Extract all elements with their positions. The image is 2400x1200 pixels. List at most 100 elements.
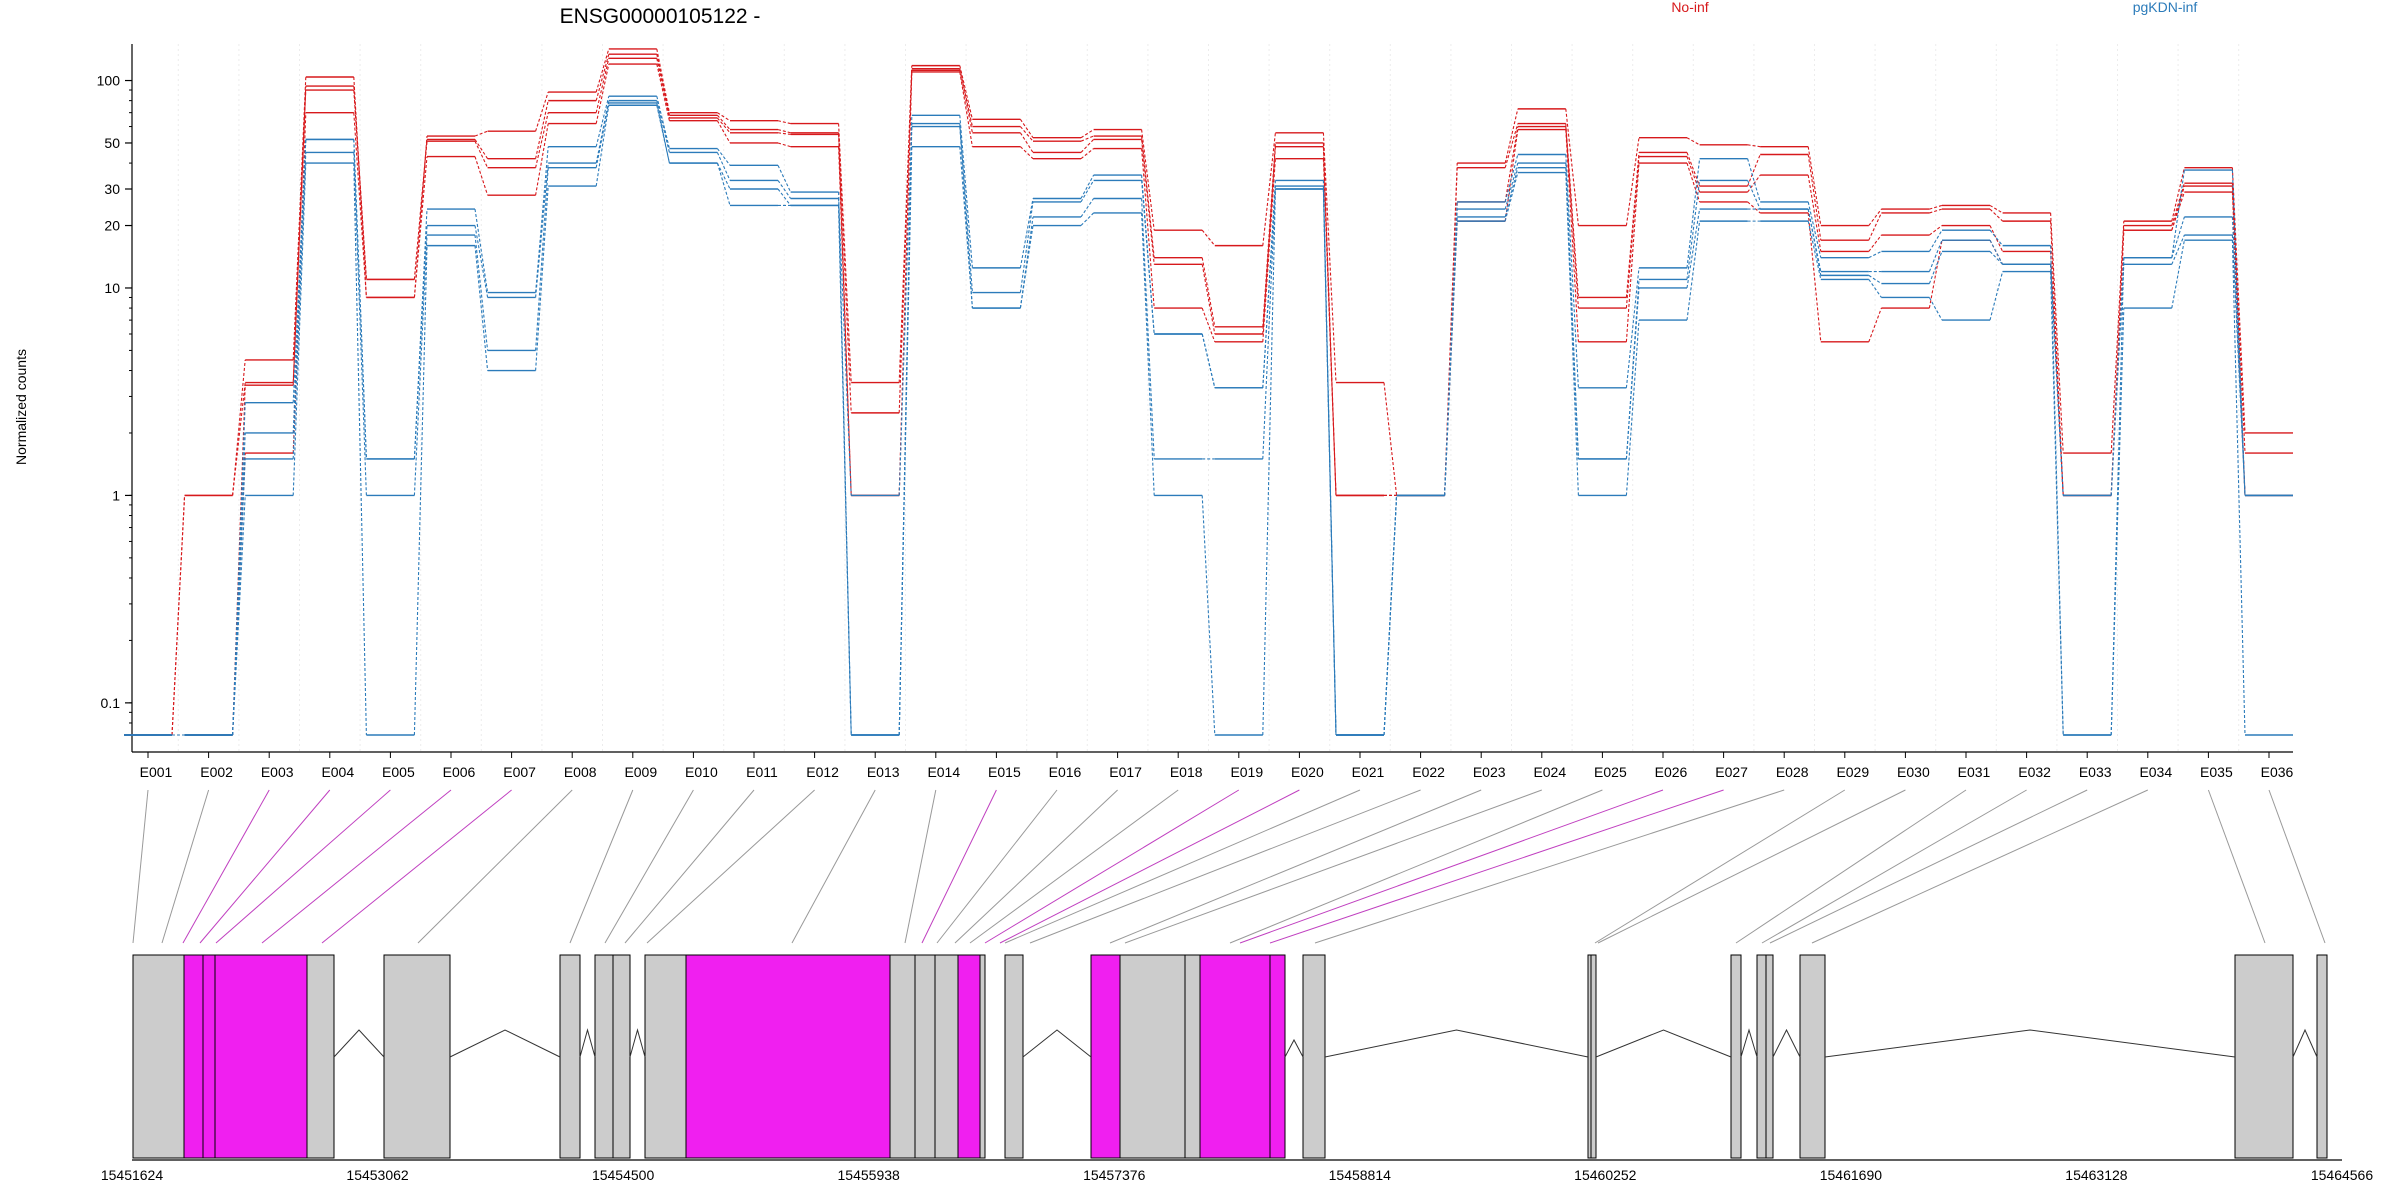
x-tick-label-e022: E022 bbox=[1412, 764, 1445, 780]
legend-no-inf: No-inf bbox=[1671, 0, 1708, 15]
exon-connector-dash bbox=[595, 48, 610, 93]
exon-box-highlighted bbox=[214, 954, 308, 1159]
exon-connector-dash bbox=[1686, 162, 1701, 203]
exon-link-line bbox=[199, 789, 331, 944]
exon-connector-dash bbox=[292, 139, 307, 403]
x-tick-label-e036: E036 bbox=[2261, 764, 2294, 780]
exon-connector-dash bbox=[1625, 156, 1640, 309]
y-tick-label: 50 bbox=[104, 135, 120, 151]
x-tick-label-e024: E024 bbox=[1533, 764, 1566, 780]
intron-chevron bbox=[1824, 1029, 2236, 1058]
exon-connector-dash bbox=[595, 100, 610, 164]
exon-connector-dash bbox=[716, 152, 731, 181]
exon-connector-dash bbox=[1201, 307, 1216, 343]
intron-chevron bbox=[579, 1028, 596, 1058]
exon-connector-dash bbox=[777, 129, 791, 134]
exon-connector-dash bbox=[2171, 234, 2185, 265]
genome-coordinate-label: 15453062 bbox=[346, 1167, 409, 1183]
exon-connector-dash bbox=[1686, 156, 1701, 193]
exon-connector-dash bbox=[1019, 132, 1034, 153]
series-lines bbox=[124, 48, 2293, 736]
exon-box bbox=[594, 954, 614, 1159]
exon-connector-dash bbox=[292, 86, 307, 383]
y-tick-label: 30 bbox=[104, 181, 120, 197]
exon-connector-dash bbox=[1807, 154, 1822, 241]
exon-connector-dash bbox=[1868, 279, 1882, 298]
exon-connector-dash bbox=[1383, 382, 1398, 496]
x-tick-label-e004: E004 bbox=[321, 764, 354, 780]
exon-link-line bbox=[999, 789, 1300, 944]
exon-connector-dash bbox=[413, 245, 428, 736]
x-tick-label-e011: E011 bbox=[746, 764, 778, 780]
exon-box bbox=[914, 954, 936, 1159]
exon-connector-dash bbox=[777, 180, 792, 199]
y-tick-label: 1 bbox=[112, 487, 120, 503]
exon-connector-dash bbox=[595, 96, 610, 147]
exon-connector-dash bbox=[535, 91, 549, 132]
x-tick-label-e009: E009 bbox=[624, 764, 657, 780]
exon-link-line bbox=[624, 789, 755, 944]
x-tick-label-e014: E014 bbox=[927, 764, 960, 780]
exon-connector-dash bbox=[959, 123, 973, 293]
exon-connector-dash bbox=[1504, 108, 1519, 164]
exon-connector-dash bbox=[474, 245, 489, 371]
exon-link-line bbox=[646, 789, 815, 944]
exon-connector-dash bbox=[1565, 108, 1579, 226]
exon-connector-dash bbox=[1686, 158, 1701, 268]
exon-connector-dash bbox=[717, 112, 731, 122]
exon-link-line bbox=[321, 789, 512, 944]
series-pgkdn-inf-7 bbox=[124, 104, 2293, 736]
y-tick-label: 100 bbox=[97, 73, 121, 89]
exon-connector-dash bbox=[474, 209, 489, 293]
genome-coordinate-label: 15451624 bbox=[101, 1167, 164, 1183]
x-tick-label-e012: E012 bbox=[806, 764, 839, 780]
exon-connector-dash bbox=[2110, 264, 2125, 496]
exon-connector-dash bbox=[1322, 188, 1337, 736]
exon-connector-dash bbox=[535, 163, 549, 298]
chart-title: ENSG00000105122 - bbox=[560, 5, 761, 28]
exon-connector-dash bbox=[535, 186, 549, 371]
exon-box-highlighted bbox=[1269, 954, 1286, 1159]
exon-connector-dash bbox=[353, 163, 367, 736]
exon-connector-dash bbox=[2231, 216, 2246, 496]
exon-connector-dash bbox=[474, 156, 489, 196]
x-tick-label-e006: E006 bbox=[443, 764, 476, 780]
x-tick-label-e025: E025 bbox=[1594, 764, 1627, 780]
x-tick-label-e010: E010 bbox=[685, 764, 718, 780]
exon-connector-dash bbox=[1322, 186, 1337, 736]
gridlines bbox=[177, 44, 2240, 752]
genome-coordinate-label: 15458814 bbox=[1329, 1167, 1392, 1183]
exon-box bbox=[1799, 954, 1826, 1159]
exon-connector-dash bbox=[1262, 186, 1276, 388]
exon-box bbox=[559, 954, 581, 1159]
exon-connector-dash bbox=[1080, 180, 1095, 203]
exon-connector-dash bbox=[1989, 271, 2004, 321]
exon-link-line bbox=[1124, 789, 1542, 944]
exon-link-line bbox=[161, 789, 210, 944]
exon-box bbox=[612, 954, 631, 1159]
exon-connector-dash bbox=[1928, 239, 1943, 272]
exon-connector-dash bbox=[838, 198, 852, 496]
x-tick-label-e015: E015 bbox=[988, 764, 1021, 780]
exon-connector-dash bbox=[1080, 135, 1094, 142]
exon-connector-dash bbox=[1868, 212, 1882, 241]
exon-connector-dash bbox=[1989, 239, 2004, 265]
x-tick-label-e008: E008 bbox=[564, 764, 597, 780]
exon-box-highlighted bbox=[183, 954, 204, 1159]
exon-connector-dash bbox=[898, 123, 913, 496]
exon-connector-dash bbox=[838, 205, 852, 736]
exon-connector-dash bbox=[1504, 123, 1519, 168]
exon-box bbox=[1765, 954, 1774, 1159]
exon-connector-dash bbox=[1928, 251, 1943, 284]
exon-connector-dash bbox=[1747, 174, 1761, 193]
exon-link-line bbox=[1314, 789, 1785, 944]
y-axis-label: Normalized counts bbox=[13, 349, 29, 465]
exon-box bbox=[1004, 954, 1024, 1159]
x-tick-label-e030: E030 bbox=[1897, 764, 1930, 780]
intron-chevron bbox=[1324, 1029, 1589, 1058]
x-tick-label-e020: E020 bbox=[1291, 764, 1324, 780]
exon-connector-dash bbox=[838, 146, 852, 496]
intron-chevron bbox=[2292, 1028, 2318, 1058]
exon-connector-dash bbox=[1141, 139, 1155, 265]
intron-chevron bbox=[1740, 1028, 1758, 1058]
